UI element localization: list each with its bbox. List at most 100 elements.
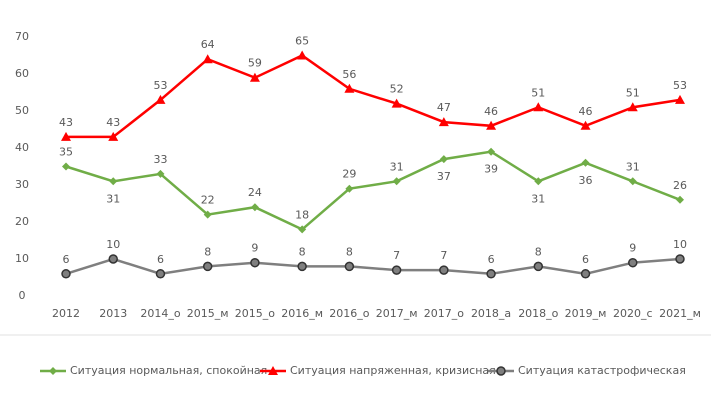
data-label: 8 (346, 245, 353, 258)
data-label: 8 (204, 245, 211, 258)
data-label: 6 (157, 253, 164, 266)
data-point (487, 147, 496, 156)
data-point (676, 195, 684, 204)
data-label: 52 (390, 83, 404, 96)
data-label: 53 (153, 79, 167, 92)
series-line (65, 257, 681, 276)
data-point (486, 120, 497, 130)
y-tick-label: 60 (15, 67, 29, 80)
data-point (675, 254, 685, 264)
data-label: 37 (437, 170, 451, 183)
x-tick-label: 2015_м (187, 307, 229, 320)
data-label: 10 (673, 238, 687, 251)
data-label: 7 (440, 249, 447, 262)
data-point (109, 177, 118, 186)
data-label: 9 (251, 242, 258, 255)
x-tick-label: 2012 (52, 307, 80, 320)
data-point (297, 261, 307, 272)
data-label: 26 (673, 179, 687, 192)
data-point (203, 210, 212, 219)
data-label: 56 (342, 68, 356, 81)
data-point (628, 257, 638, 268)
x-tick-label: 2016_м (281, 307, 323, 320)
data-label: 65 (295, 35, 309, 48)
data-point (391, 265, 402, 275)
data-label: 53 (673, 79, 687, 92)
data-label: 7 (393, 249, 400, 262)
data-label: 31 (531, 192, 545, 205)
data-point (202, 54, 213, 64)
data-label: 9 (629, 242, 636, 255)
x-tick-label: 2015_о (235, 307, 275, 320)
data-point (438, 117, 449, 127)
data-label: 10 (106, 238, 120, 251)
data-label: 31 (390, 160, 404, 173)
data-point (61, 269, 71, 279)
data-point (202, 261, 213, 272)
data-point (61, 131, 71, 141)
data-label: 6 (488, 253, 495, 266)
y-tick-label: 70 (15, 30, 29, 43)
data-label: 6 (63, 253, 70, 266)
data-label: 35 (59, 146, 73, 159)
data-label: 39 (484, 163, 498, 176)
data-label: 36 (579, 174, 593, 187)
legend-label: Ситуация напряженная, кризисная (290, 364, 496, 377)
data-point (108, 254, 118, 264)
y-tick-label: 0 (19, 289, 26, 302)
legend-marker (268, 366, 278, 375)
x-tick-label: 2017_о (424, 307, 464, 320)
data-point (392, 177, 401, 186)
series-line (66, 54, 681, 139)
data-point (344, 83, 355, 93)
data-point (628, 177, 637, 186)
data-label: 8 (535, 245, 542, 258)
x-tick-label: 2017_м (376, 307, 418, 320)
data-label: 46 (484, 105, 498, 118)
data-point (250, 257, 260, 268)
data-label: 47 (437, 101, 451, 114)
data-label: 46 (579, 105, 593, 118)
data-point (675, 94, 685, 104)
y-tick-label: 20 (15, 215, 29, 228)
data-point (345, 184, 354, 193)
data-point (108, 131, 119, 141)
data-point (298, 225, 307, 234)
data-label: 6 (582, 253, 589, 266)
data-point (580, 120, 591, 130)
data-point (62, 162, 70, 171)
data-point (581, 158, 590, 167)
data-label: 29 (342, 168, 356, 181)
y-tick-label: 40 (15, 141, 29, 154)
x-tick-label: 2016_о (329, 307, 369, 320)
data-label: 22 (201, 194, 215, 207)
y-tick-label: 50 (15, 104, 29, 117)
data-label: 33 (153, 153, 167, 166)
data-point (533, 261, 544, 272)
legend-label: Ситуация нормальная, спокойная (70, 364, 267, 377)
data-point (249, 72, 260, 82)
data-point (580, 269, 591, 279)
data-point (439, 155, 448, 164)
data-label: 43 (59, 116, 73, 129)
data-label: 24 (248, 186, 262, 199)
data-point (155, 94, 166, 104)
data-point (155, 269, 166, 279)
x-tick-label: 2014_о (140, 307, 180, 320)
legend-marker (49, 367, 57, 375)
data-label: 31 (626, 160, 640, 173)
data-point (486, 269, 496, 279)
data-label: 51 (626, 86, 640, 99)
y-tick-label: 10 (15, 252, 29, 265)
data-label: 64 (201, 38, 215, 51)
data-label: 59 (248, 57, 262, 70)
data-point (297, 50, 308, 60)
data-point (533, 102, 544, 112)
y-tick-label: 30 (15, 178, 29, 191)
data-label: 18 (295, 208, 309, 221)
data-point (534, 177, 543, 186)
x-tick-label: 2013 (99, 307, 127, 320)
data-point (156, 169, 165, 178)
series-line (65, 150, 681, 231)
